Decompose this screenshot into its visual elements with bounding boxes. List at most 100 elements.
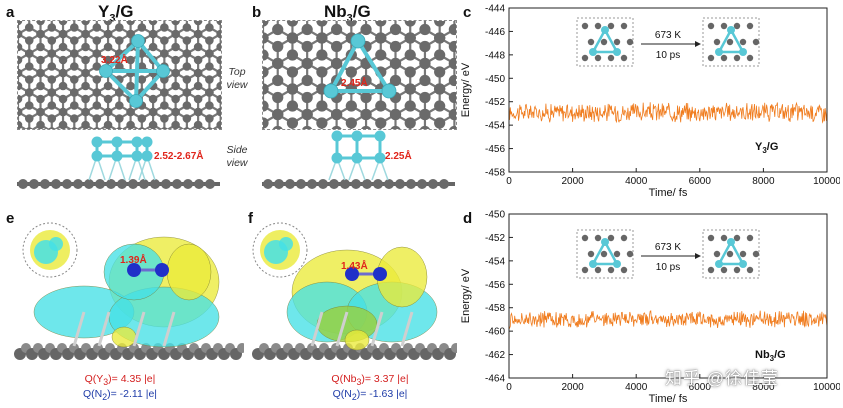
metal-side xyxy=(88,136,156,181)
carbon-atom xyxy=(70,23,79,32)
carbon-atom xyxy=(301,108,313,121)
carbon-atom xyxy=(301,125,313,138)
carbon-atom xyxy=(362,179,372,189)
carbon-atom xyxy=(746,54,754,62)
carbon-atom xyxy=(70,62,79,71)
carbon-atom xyxy=(24,127,34,136)
panel-f-letter: f xyxy=(248,210,253,227)
y-tick-label: -452 xyxy=(485,97,505,108)
metal-bond xyxy=(134,40,140,102)
x-tick-label: 2000 xyxy=(561,382,584,393)
carbon-atom xyxy=(272,23,284,36)
carbon-atom xyxy=(733,54,741,62)
y-tick-label: -462 xyxy=(485,350,505,361)
carbon-atom xyxy=(205,179,215,189)
carbon-atom xyxy=(193,55,203,65)
density-lobe xyxy=(279,237,293,251)
carbon-atom xyxy=(81,120,90,130)
panel-d-letter: d xyxy=(463,210,473,227)
carbon-atom xyxy=(150,179,160,189)
carbon-atom xyxy=(607,54,615,62)
carbon-atom xyxy=(115,36,124,45)
md-snapshot-inset: 673 K 10 ps xyxy=(576,229,760,279)
carbon-atom xyxy=(137,114,147,123)
graphene-side xyxy=(17,179,220,189)
carbon-atom xyxy=(161,179,171,189)
carbon-atom xyxy=(286,32,299,44)
energy-series-line xyxy=(508,101,828,124)
panel-a-top-distance: 3.22Å xyxy=(101,55,128,66)
carbon-atom xyxy=(103,29,113,39)
metal-atom xyxy=(613,48,621,56)
carbon-atom xyxy=(626,250,634,258)
carbon-atom xyxy=(182,114,192,123)
panel-f-bond: 1.43Å xyxy=(341,261,368,272)
support-bonds xyxy=(310,311,414,347)
metal-atom xyxy=(156,64,170,78)
carbon-atom xyxy=(18,179,28,189)
carbon-atom xyxy=(51,179,61,189)
carbon-atom xyxy=(47,127,57,136)
metal-atom xyxy=(141,150,153,162)
metal-c-bond xyxy=(72,311,86,347)
carbon-atom xyxy=(345,100,357,112)
carbon-atom xyxy=(720,54,728,62)
y3-charge-density xyxy=(14,222,244,360)
carbon-atom xyxy=(286,49,299,61)
carbon-atom xyxy=(345,66,357,78)
carbon-atom xyxy=(62,179,72,189)
panel-a-title: Y3/G xyxy=(98,2,134,25)
carbon-atom xyxy=(404,15,416,27)
metal-atom xyxy=(727,238,735,246)
carbon-atom xyxy=(739,38,747,46)
carbon-atom xyxy=(126,81,135,91)
carbon-atom xyxy=(182,75,192,84)
metal-atom xyxy=(91,150,103,162)
carbon-atom xyxy=(434,100,446,112)
carbon-atom xyxy=(707,22,715,30)
carbon-atom xyxy=(115,23,124,32)
metal-cluster xyxy=(323,33,397,99)
carbon-atom xyxy=(36,81,45,91)
metal-atom xyxy=(374,130,386,142)
carbon-atom xyxy=(47,88,57,97)
carbon-atom xyxy=(726,38,734,46)
y-tick-label: -450 xyxy=(485,210,505,221)
carbon-atom xyxy=(194,179,204,189)
metal-atom xyxy=(381,83,397,99)
carbon-atom xyxy=(331,108,343,121)
carbon-atom xyxy=(613,250,621,258)
carbon-atom xyxy=(404,83,416,95)
carbon-atom xyxy=(707,54,715,62)
carbon-atom xyxy=(92,127,102,136)
carbon-atom xyxy=(351,179,361,189)
carbon-atom xyxy=(36,16,45,26)
carbon-atom xyxy=(360,125,372,138)
carbon-atom xyxy=(24,101,34,110)
carbon-atom xyxy=(419,74,431,87)
carbon-atom xyxy=(286,117,299,129)
carbon-atom xyxy=(171,55,180,65)
carbon-atom xyxy=(160,127,169,136)
energy-chart-y3: 0 2000 4000 6000 8000 10000 -444 -446 -448 -450 -4… xyxy=(460,4,840,200)
graphene-lattice xyxy=(0,0,289,188)
carbon-atom xyxy=(373,179,383,189)
top-view-inset xyxy=(22,222,78,278)
y3-graphene-top-view xyxy=(0,0,289,188)
carbon-atom xyxy=(331,125,343,138)
metal-atom xyxy=(739,48,747,56)
carbon-atom xyxy=(360,108,372,121)
carbon-atom xyxy=(607,266,615,274)
carbon-atom xyxy=(434,117,446,129)
metal-atom xyxy=(727,26,735,34)
carbon-atom xyxy=(375,32,387,44)
carbon-atom xyxy=(360,23,372,36)
carbon-atom xyxy=(301,23,313,36)
carbon-atom xyxy=(613,38,621,46)
carbon-atom xyxy=(47,75,57,84)
watermark: 知乎 @徐佳莹 xyxy=(665,369,779,388)
carbon-atom xyxy=(360,91,372,104)
carbon-atom xyxy=(318,179,328,189)
x-tick-label: 6000 xyxy=(689,382,712,393)
carbon-atom xyxy=(36,55,45,65)
